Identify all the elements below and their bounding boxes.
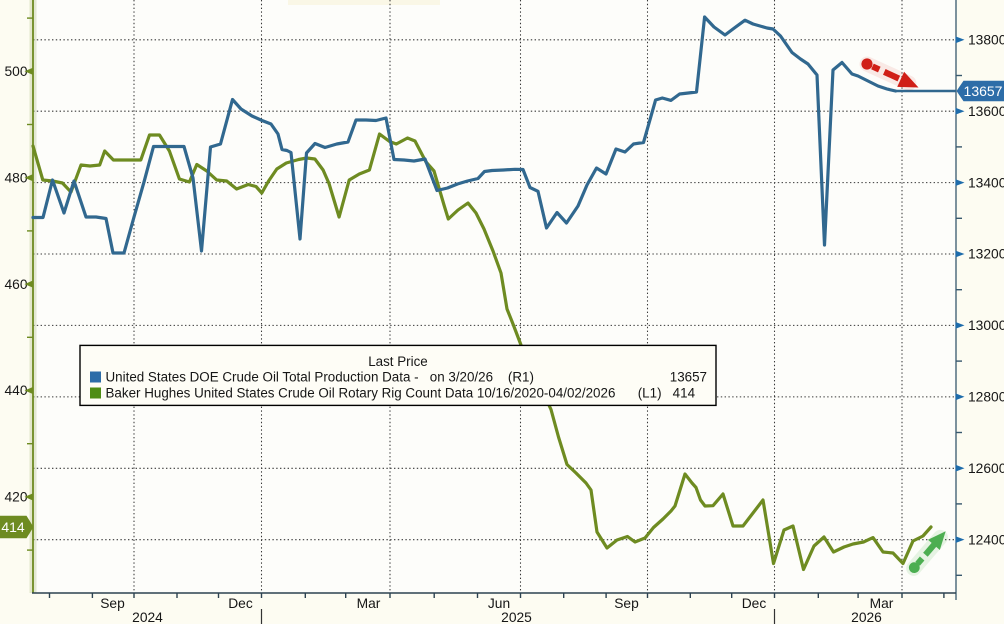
svg-text:Mar: Mar	[357, 596, 381, 611]
svg-text:12800: 12800	[968, 390, 1004, 405]
svg-text:Mar: Mar	[870, 596, 894, 611]
svg-text:2025: 2025	[501, 610, 532, 624]
svg-text:420: 420	[4, 490, 27, 505]
svg-text:460: 460	[4, 277, 27, 292]
svg-text:13800: 13800	[968, 33, 1004, 48]
svg-text:12400: 12400	[968, 532, 1004, 547]
svg-text:440: 440	[4, 383, 27, 398]
svg-text:13400: 13400	[968, 175, 1004, 190]
svg-text:12600: 12600	[968, 461, 1004, 476]
svg-text:13000: 13000	[968, 318, 1004, 333]
svg-text:Sep: Sep	[100, 596, 125, 611]
svg-text:13600: 13600	[968, 104, 1004, 119]
svg-text:13657: 13657	[964, 83, 1003, 99]
svg-text:Baker Hughes United States Cru: Baker Hughes United States Crude Oil Rot…	[106, 386, 696, 401]
svg-text:480: 480	[4, 170, 27, 185]
svg-text:13657: 13657	[670, 370, 707, 385]
svg-text:2024: 2024	[132, 610, 163, 624]
svg-text:Sep: Sep	[614, 596, 639, 611]
svg-text:United States DOE Crude Oil To: United States DOE Crude Oil Total Produc…	[106, 370, 534, 385]
svg-text:500: 500	[4, 64, 27, 79]
svg-text:Jun: Jun	[488, 596, 510, 611]
svg-text:13200: 13200	[968, 247, 1004, 262]
svg-text:414: 414	[1, 519, 25, 535]
svg-text:Last Price: Last Price	[368, 354, 428, 369]
svg-text:2026: 2026	[851, 610, 882, 624]
svg-text:Dec: Dec	[742, 596, 767, 611]
svg-text:Dec: Dec	[228, 596, 253, 611]
